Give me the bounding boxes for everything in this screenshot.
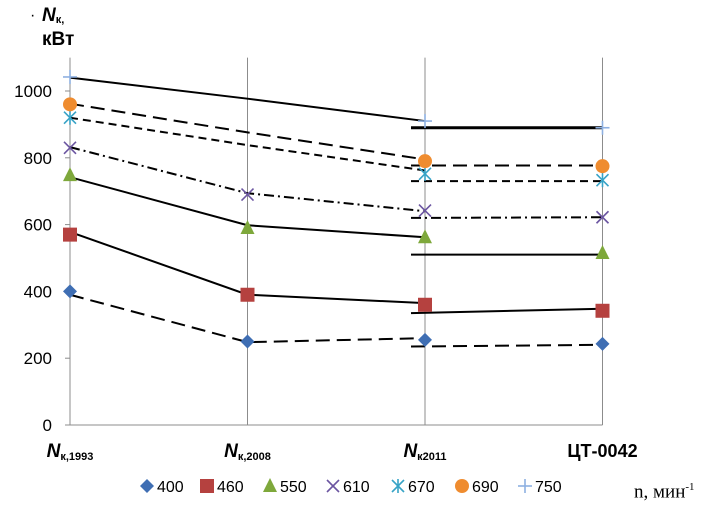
marker-750-0	[63, 69, 77, 84]
category-sub-1: к,2008	[238, 451, 271, 463]
legend-label-610: 610	[343, 479, 370, 496]
legend-label-690: 690	[472, 479, 499, 496]
trend-line-610	[69, 146, 426, 213]
marker-460-0	[63, 227, 77, 242]
trend-line-750	[69, 76, 426, 123]
marker-610-1-b	[240, 187, 255, 202]
category-label-3: ЦТ-0042	[567, 441, 637, 461]
category-sub-0: к,1993	[60, 451, 93, 463]
y-tick-labels: 0 200 400 600 800 1000	[14, 82, 52, 435]
legend-marker-550	[263, 478, 277, 492]
y-axis-unit: кВт	[42, 29, 75, 50]
data-markers	[63, 69, 610, 351]
axis-dot-mark: ·	[30, 7, 36, 24]
marker-460-1	[240, 287, 255, 302]
y-tick-label-800: 800	[24, 149, 52, 168]
marker-610-3	[595, 210, 610, 224]
category-main-0: N	[47, 441, 62, 462]
axes	[65, 57, 603, 426]
category-label-0: Nк,1993	[47, 441, 94, 463]
legend-label-750: 750	[535, 479, 562, 496]
legend-label-550: 550	[280, 479, 307, 496]
marker-610-3-b	[595, 210, 610, 224]
marker-400-0	[63, 284, 77, 299]
category-label-1: Nк,2008	[224, 441, 271, 463]
x-category-labels: Nк,1993 Nк,2008 Nк2011 ЦТ-0042	[47, 441, 638, 463]
y-axis-subscript: к,	[55, 14, 65, 26]
category-label-2: Nк2011	[403, 441, 446, 463]
level-line-460	[410, 307, 603, 315]
trend-line-400	[69, 293, 426, 344]
level-line-610	[410, 216, 603, 219]
x-axis-label: n, мин-1	[634, 481, 695, 503]
category-main-1: N	[224, 441, 239, 462]
trend-line-670	[69, 116, 426, 172]
marker-460-2	[418, 297, 432, 312]
legend-marker-610	[326, 479, 340, 493]
marker-550-2	[418, 229, 432, 244]
marker-670-2	[418, 166, 432, 181]
marker-460-3	[595, 303, 610, 318]
y-tick-label-1000: 1000	[14, 82, 52, 101]
marker-610-0	[63, 141, 77, 155]
legend-label-670: 670	[408, 479, 435, 496]
category-main-2: N	[403, 441, 418, 462]
trend-lines	[69, 76, 603, 348]
y-tick-label-400: 400	[24, 282, 52, 301]
y-axis-symbol: N	[42, 5, 56, 26]
y-tick-label-200: 200	[24, 349, 52, 368]
marker-400-1	[240, 334, 255, 349]
legend-label-460: 460	[217, 479, 244, 496]
y-axis-label: Nк, кВт	[42, 6, 74, 50]
legend-marker-610-b	[326, 479, 340, 493]
marker-750-2	[418, 114, 432, 129]
marker-690-2	[418, 154, 432, 169]
marker-670-0	[63, 110, 77, 125]
marker-610-0-b	[63, 141, 77, 155]
legend: 400 460 550 610 670 690 750	[140, 478, 562, 496]
marker-400-2	[418, 332, 432, 347]
marker-670-3	[595, 173, 610, 188]
marker-750-3	[595, 120, 610, 135]
x-axis-text: n, мин	[634, 481, 686, 503]
x-axis-exponent: -1	[685, 481, 695, 493]
marker-550-0	[63, 167, 77, 182]
legend-marker-400	[140, 479, 154, 493]
y-tick-label-600: 600	[24, 216, 52, 235]
marker-690-0	[63, 97, 77, 112]
marker-610-2	[418, 204, 432, 218]
legend-marker-670	[391, 479, 405, 493]
legend-marker-690	[455, 479, 469, 493]
marker-690-3	[595, 159, 610, 174]
category-sub-2: к2011	[417, 451, 446, 463]
legend-marker-460	[200, 479, 214, 493]
marker-550-3	[595, 244, 610, 259]
y-tick-label-0: 0	[43, 416, 52, 435]
legend-marker-750	[518, 479, 532, 493]
marker-610-1	[240, 187, 255, 202]
level-line-400	[410, 343, 603, 348]
marker-400-3	[595, 336, 610, 351]
trend-line-690	[69, 102, 426, 161]
legend-label-400: 400	[157, 479, 184, 496]
marker-610-2-b	[418, 204, 432, 218]
marker-550-1	[240, 219, 255, 234]
